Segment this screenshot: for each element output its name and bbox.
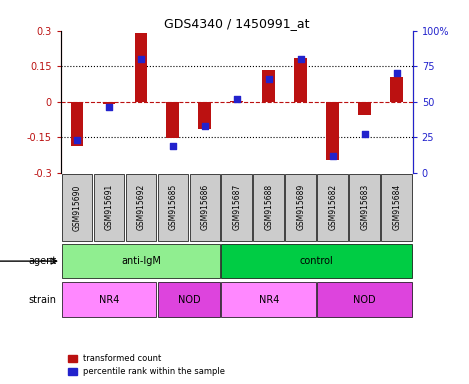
Text: anti-IgM: anti-IgM <box>121 256 161 266</box>
FancyBboxPatch shape <box>381 174 412 240</box>
FancyBboxPatch shape <box>318 174 348 240</box>
Text: control: control <box>300 256 333 266</box>
Point <box>329 153 337 159</box>
Point <box>361 131 369 137</box>
Bar <box>135 33 147 102</box>
FancyBboxPatch shape <box>61 282 156 317</box>
Point <box>105 104 113 111</box>
FancyBboxPatch shape <box>221 174 252 240</box>
Text: NR4: NR4 <box>99 295 119 305</box>
FancyBboxPatch shape <box>189 174 220 240</box>
Text: GSM915692: GSM915692 <box>136 184 145 230</box>
Text: GSM915684: GSM915684 <box>392 184 401 230</box>
Point <box>265 76 272 82</box>
Bar <box>166 102 179 139</box>
FancyBboxPatch shape <box>61 174 92 240</box>
Text: GSM915682: GSM915682 <box>328 184 337 230</box>
Bar <box>70 102 83 146</box>
Point <box>201 123 209 129</box>
FancyBboxPatch shape <box>126 174 156 240</box>
FancyBboxPatch shape <box>221 282 316 317</box>
Text: NR4: NR4 <box>258 295 279 305</box>
Bar <box>326 102 339 160</box>
Bar <box>358 102 371 115</box>
Point <box>137 56 144 62</box>
FancyBboxPatch shape <box>94 174 124 240</box>
FancyBboxPatch shape <box>318 282 412 317</box>
Text: NOD: NOD <box>178 295 200 305</box>
Point <box>73 137 81 143</box>
Text: GSM915685: GSM915685 <box>168 184 177 230</box>
Legend: transformed count, percentile rank within the sample: transformed count, percentile rank withi… <box>65 351 229 380</box>
Bar <box>103 102 115 104</box>
Bar <box>390 77 403 102</box>
Text: GSM915686: GSM915686 <box>200 184 209 230</box>
Point <box>169 143 177 149</box>
Text: NOD: NOD <box>354 295 376 305</box>
Text: GSM915689: GSM915689 <box>296 184 305 230</box>
Point <box>233 96 241 102</box>
FancyBboxPatch shape <box>253 174 284 240</box>
FancyBboxPatch shape <box>221 244 412 278</box>
Bar <box>230 101 243 102</box>
FancyBboxPatch shape <box>61 244 220 278</box>
Point <box>393 70 401 76</box>
Bar <box>295 58 307 102</box>
Bar <box>198 102 211 129</box>
Text: GSM915683: GSM915683 <box>360 184 369 230</box>
Text: strain: strain <box>28 295 56 305</box>
Title: GDS4340 / 1450991_at: GDS4340 / 1450991_at <box>164 17 310 30</box>
FancyBboxPatch shape <box>158 174 188 240</box>
Point <box>297 56 304 62</box>
FancyBboxPatch shape <box>286 174 316 240</box>
Text: agent: agent <box>28 256 56 266</box>
FancyBboxPatch shape <box>349 174 380 240</box>
Bar <box>263 70 275 102</box>
FancyBboxPatch shape <box>158 282 220 317</box>
Text: GSM915690: GSM915690 <box>72 184 82 230</box>
Text: GSM915688: GSM915688 <box>265 184 273 230</box>
Text: GSM915687: GSM915687 <box>232 184 242 230</box>
Text: GSM915691: GSM915691 <box>105 184 113 230</box>
